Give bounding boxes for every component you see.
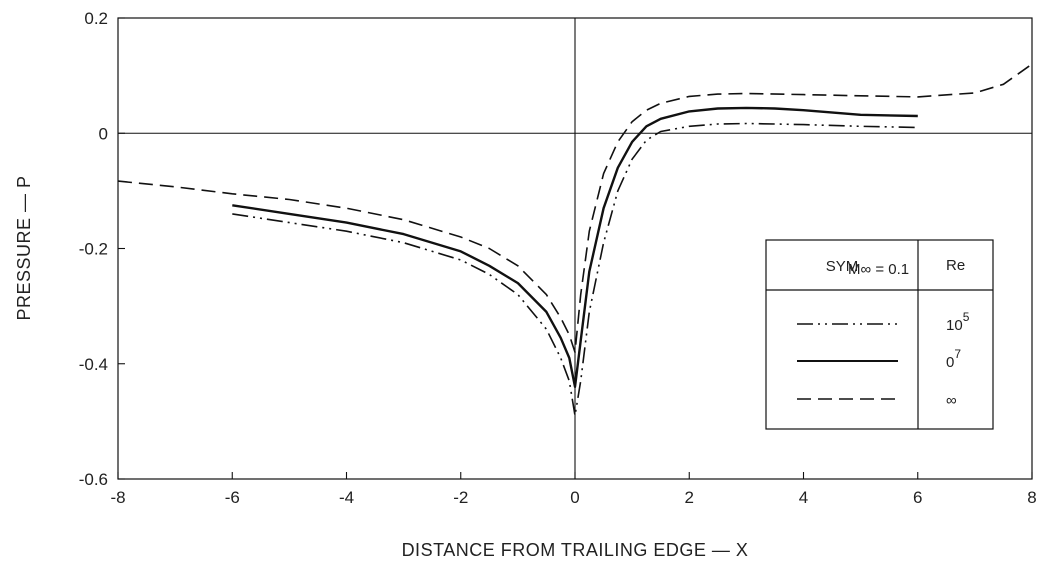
y-tick-label: 0.2 (84, 9, 108, 28)
x-tick-label: 2 (685, 488, 694, 507)
reference-lines (118, 18, 1032, 479)
y-tick-label: -0.6 (79, 470, 108, 489)
x-tick-label: 8 (1027, 488, 1036, 507)
x-tick-label: 0 (570, 488, 579, 507)
x-tick-label: 6 (913, 488, 922, 507)
x-tick-label: -8 (110, 488, 125, 507)
legend-label-1: 105 (946, 310, 970, 334)
y-tick-label: 0 (99, 124, 108, 143)
series-group (117, 63, 1033, 417)
x-tick-label: -4 (339, 488, 354, 507)
series-line-1 (232, 122, 918, 417)
legend: M∞ = 0.1 SYM Re 105 07 ∞ (765, 239, 994, 430)
x-tick-label: -2 (453, 488, 468, 507)
legend-label-3: ∞ (946, 392, 957, 409)
x-axis-title: DISTANCE FROM TRAILING EDGE — X (402, 540, 749, 560)
legend-label-2: 07 (946, 347, 961, 371)
x-tick-label: -6 (225, 488, 240, 507)
legend-header-re: Re (946, 257, 965, 274)
series-line-3 (117, 63, 1033, 354)
legend-header-sym: SYM (826, 258, 859, 275)
y-tick-label: -0.2 (79, 240, 108, 259)
y-tick-label: -0.4 (79, 355, 108, 374)
legend-entries: 105 07 ∞ (797, 310, 970, 409)
x-axis-ticks: -8 -6 -4 -2 0 2 4 6 8 (110, 472, 1037, 507)
y-axis-ticks: 0.2 0 -0.2 -0.4 -0.6 (79, 9, 125, 489)
x-tick-label: 4 (799, 488, 808, 507)
legend-condition: M∞ = 0.1 (848, 261, 909, 278)
legend-box (765, 239, 994, 430)
series-line-2 (232, 106, 918, 388)
y-axis-title: PRESSURE — P (14, 175, 34, 320)
